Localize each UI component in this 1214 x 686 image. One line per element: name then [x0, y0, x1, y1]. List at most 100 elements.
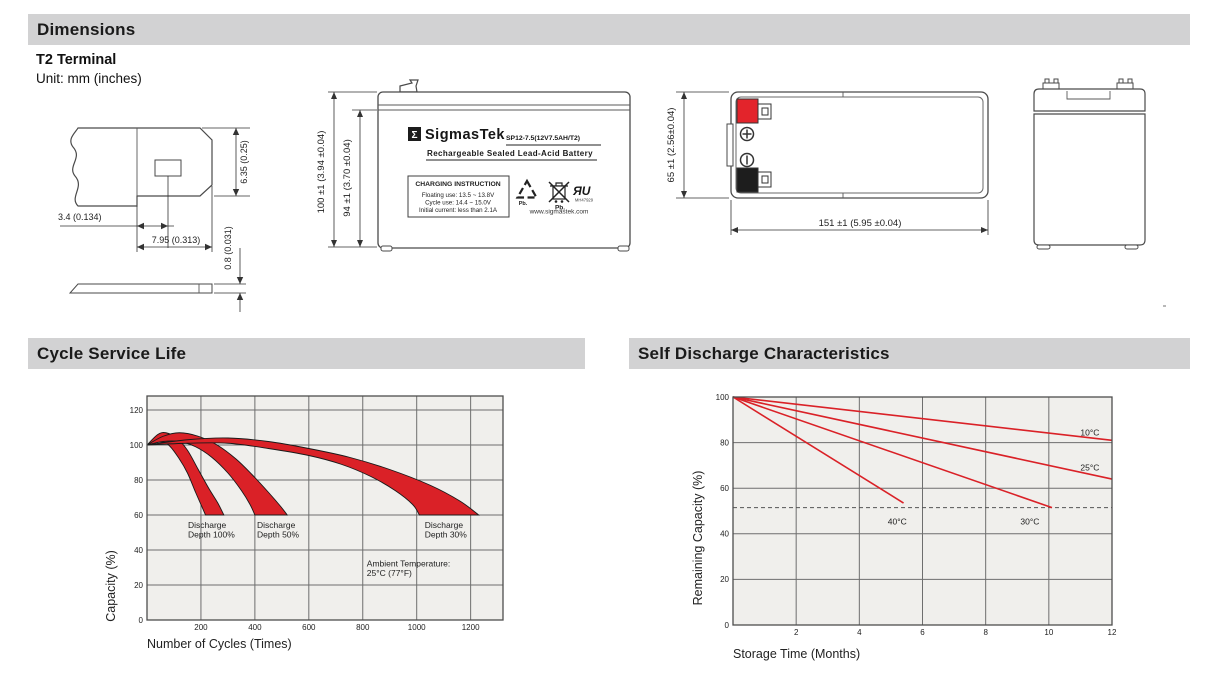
- dim-label-height-inner: 94 ±1 (3.70 ±0.04): [342, 139, 353, 217]
- svg-text:600: 600: [302, 623, 316, 632]
- unit-note: Unit: mm (inches): [36, 71, 142, 86]
- x-tick-labels: 2 4 6 8 10 12: [794, 628, 1117, 637]
- model-number: SP12-7.5(12V7.5AH/T2): [506, 135, 580, 142]
- arrow-icon: [681, 191, 687, 198]
- svg-text:60: 60: [134, 511, 143, 520]
- battery-side-view: [1033, 78, 1146, 250]
- annotation: Ambient Temperature: 25°C (77°F): [367, 559, 450, 579]
- line-30°C: [732, 396, 1053, 509]
- top-view-inner-rim: [735, 96, 984, 194]
- svg-text:800: 800: [356, 623, 370, 632]
- trash-pb-icon: Pb.: [548, 181, 570, 212]
- ul-recognized-icon: ЯU MH47929: [572, 184, 594, 203]
- battery-front-view: 100 ±1 (3.94 ±0.04) 94 ±1 (3.70 ±0.04) Σ…: [316, 79, 631, 252]
- svg-text:100: 100: [130, 441, 144, 450]
- self-discharge-chart: 0 20 40 60 80 100 2 4 6 8 10 12 10°C 25°C 30°C 40°C Stor…: [691, 393, 1117, 661]
- pb-trash-label: Pb.: [555, 205, 565, 212]
- sigma-logo-icon: Σ: [411, 130, 417, 141]
- svg-text:1000: 1000: [408, 623, 426, 632]
- y-axis-label: Remaining Capacity (%): [691, 471, 705, 606]
- x-tick-labels: 200 400 600 800 1000 1200: [194, 623, 480, 632]
- svg-text:6: 6: [920, 628, 925, 637]
- svg-text:80: 80: [134, 476, 143, 485]
- dim-label-top-height: 65 ±1 (2.56±0.04): [666, 108, 677, 183]
- brand-name: SigmasTek: [425, 127, 505, 143]
- arrow-icon: [137, 222, 144, 230]
- arrow-icon: [357, 240, 363, 247]
- svg-text:200: 200: [194, 623, 208, 632]
- top-terminal-blade: [399, 79, 419, 93]
- y-axis-label: Capacity (%): [104, 550, 118, 622]
- side-terminal: [1042, 78, 1060, 90]
- charging-title: CHARGING INSTRUCTION: [415, 181, 500, 188]
- arrow-icon: [137, 243, 144, 251]
- blade-thickness-strip: [68, 283, 213, 294]
- charging-line-2: Cycle use: 14.4 ~ 15.0V: [425, 200, 492, 207]
- y-tick-labels: 0 20 40 60 80 100 120: [130, 406, 144, 625]
- svg-text:20: 20: [134, 581, 143, 590]
- annotation: Discharge Depth 50%: [257, 520, 299, 540]
- line-10°C: [732, 396, 1113, 442]
- arrow-icon: [232, 189, 240, 196]
- dim-label-blade-height: 6.35 (0.25): [239, 140, 249, 184]
- positive-terminal: [736, 98, 759, 124]
- sigma-logo-box: [408, 127, 421, 141]
- foot: [380, 245, 393, 252]
- cycle-service-life-chart: 0 20 40 60 80 100 120 200 400 600 800 1000 1200 Disch…: [104, 395, 504, 651]
- series-label-10°C: 10°C: [1080, 427, 1099, 437]
- dim-label-hole-offset: 3.4 (0.134): [58, 212, 102, 222]
- svg-text:20: 20: [720, 575, 729, 584]
- plot-border: [732, 396, 1113, 626]
- annotation: Discharge Depth 100%: [188, 520, 235, 540]
- handle-recess: [1066, 91, 1111, 100]
- negative-terminal: [736, 167, 759, 193]
- foot: [1036, 244, 1051, 250]
- svg-text:40: 40: [720, 530, 729, 539]
- arrow-icon: [731, 227, 738, 233]
- arrow-icon: [232, 128, 240, 135]
- series-label-40°C: 40°C: [888, 516, 907, 526]
- svg-text:60: 60: [720, 484, 729, 493]
- dim-label-height-outer: 100 ±1 (3.94 ±0.04): [316, 131, 327, 214]
- terminal-blade-outline: [70, 127, 213, 207]
- svg-text:120: 120: [130, 406, 144, 415]
- arrow-icon: [236, 277, 244, 284]
- arrow-icon: [161, 222, 168, 230]
- dim-label-thickness: 0.8 (0.031): [223, 226, 233, 270]
- svg-text:0: 0: [725, 621, 730, 630]
- svg-text:80: 80: [720, 438, 729, 447]
- pb-recycle-label: Pb.: [519, 201, 528, 207]
- svg-text:12: 12: [1108, 628, 1117, 637]
- side-view-body: [1033, 113, 1146, 246]
- side-tab: [726, 123, 734, 167]
- svg-text:40: 40: [134, 546, 143, 555]
- dimensions-section-header: Dimensions: [28, 14, 1190, 45]
- ul-mark: ЯU: [572, 184, 591, 198]
- charging-instruction-box: CHARGING INSTRUCTION Floating use: 13.5 …: [407, 175, 510, 218]
- cycle-service-life-header: Cycle Service Life: [28, 338, 585, 369]
- arrow-icon: [236, 293, 244, 300]
- positive-terminal-icon: [739, 126, 755, 142]
- dim-label-top-width: 151 ±1 (5.95 ±0.04): [819, 218, 902, 229]
- arrow-icon: [981, 227, 988, 233]
- line-40°C: [732, 396, 904, 504]
- self-discharge-header: Self Discharge Characteristics: [629, 338, 1190, 369]
- battery-top-view: 65 ±1 (2.56±0.04) 151 ±1 (5.95 ±0.04): [666, 91, 989, 235]
- negative-terminal-icon: [739, 152, 755, 168]
- series-label-25°C: 25°C: [1080, 463, 1099, 473]
- foot: [617, 245, 630, 252]
- side-view-cap: [1033, 88, 1146, 112]
- terminal-type-heading: T2 Terminal: [36, 52, 117, 68]
- charging-line-1: Floating use: 13.5 ~ 13.8V: [422, 192, 495, 199]
- positive-faston-tab: [757, 103, 772, 120]
- line-25°C: [732, 396, 1113, 480]
- terminal-subheading: T2 Terminal Unit: mm (inches): [36, 52, 142, 86]
- arrow-icon: [357, 110, 363, 117]
- y-tick-labels: 0 20 40 60 80 100: [716, 393, 730, 630]
- side-terminal: [1116, 78, 1134, 90]
- band-Discharge Depth 30%: [146, 437, 481, 516]
- dim-label-blade-length: 7.95 (0.313): [152, 235, 201, 245]
- website-text: www.sigmastek.com: [529, 209, 589, 216]
- negative-faston-tab: [757, 171, 772, 188]
